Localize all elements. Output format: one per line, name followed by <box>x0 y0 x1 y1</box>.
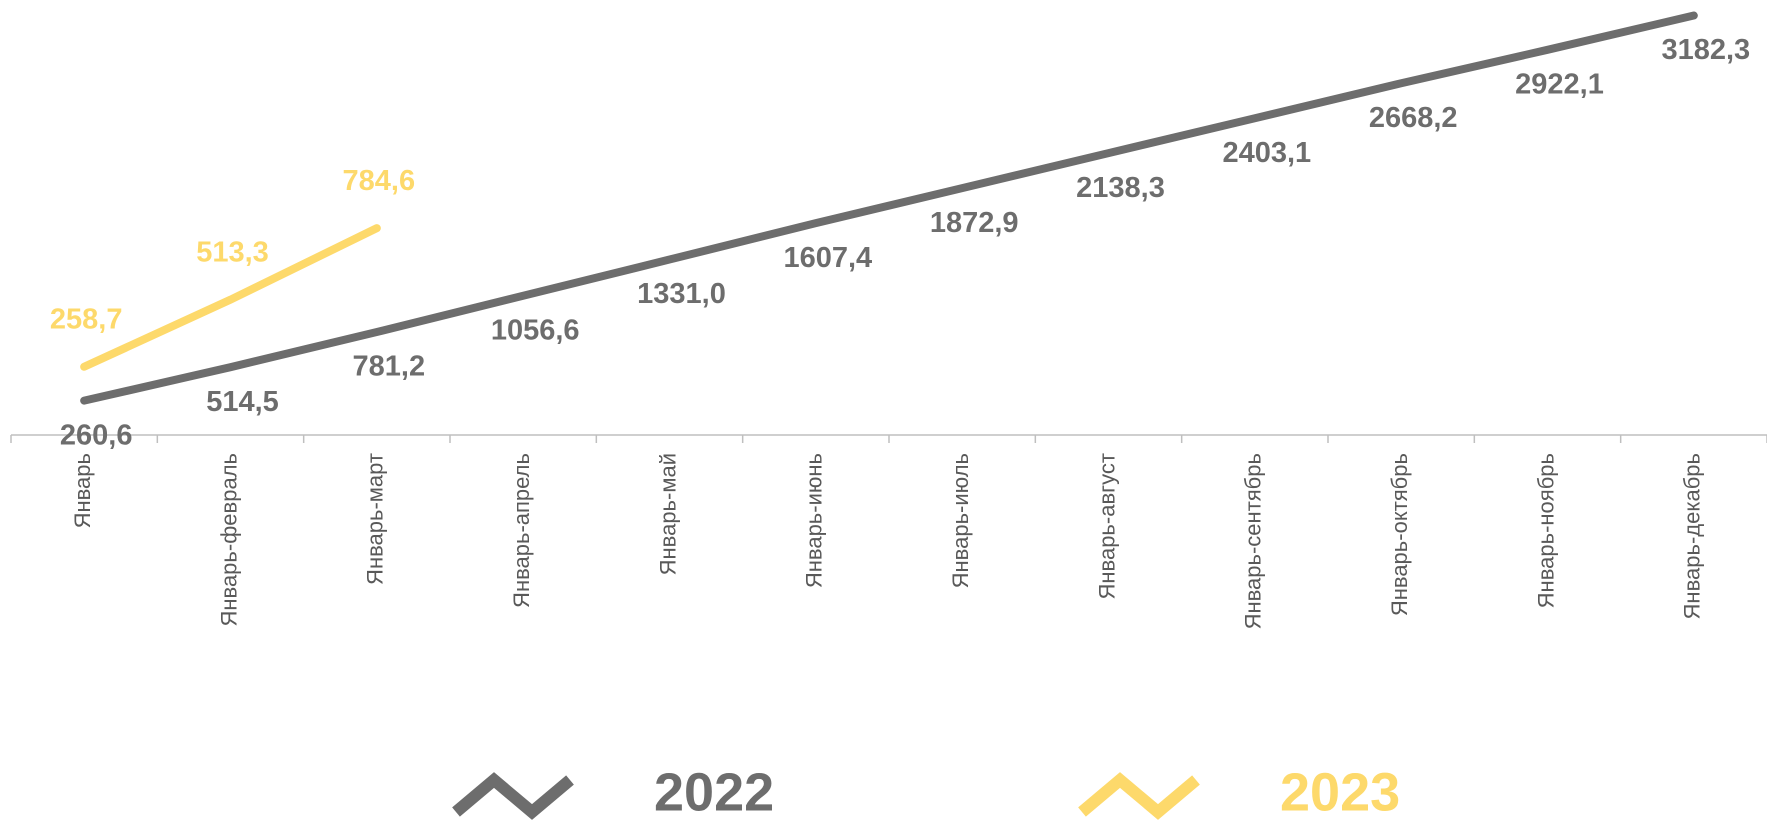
data-label: 1872,9 <box>930 207 1019 239</box>
data-label: 1331,0 <box>637 278 726 310</box>
data-label: 2922,1 <box>1515 68 1604 100</box>
data-label: 784,6 <box>343 165 416 197</box>
legend-label: 2022 <box>654 762 774 821</box>
x-tick-label: Январь-май <box>655 453 680 575</box>
data-label: 1056,6 <box>491 314 580 346</box>
data-label: 2138,3 <box>1076 172 1165 204</box>
data-label: 3182,3 <box>1661 34 1750 66</box>
data-label: 514,5 <box>206 386 279 418</box>
data-label: 258,7 <box>50 303 123 335</box>
series-line <box>80 224 381 371</box>
x-tick-label: Январь-март <box>363 453 388 585</box>
legend-icon <box>1078 772 1200 820</box>
x-tick-label: Январь-февраль <box>216 453 241 627</box>
data-label: 260,6 <box>60 419 133 451</box>
data-label: 1607,4 <box>783 242 872 274</box>
data-label: 2668,2 <box>1369 102 1458 134</box>
data-label: 781,2 <box>353 351 426 383</box>
legend-icon <box>452 772 574 820</box>
x-tick-label: Январь-июнь <box>802 453 827 588</box>
data-label: 513,3 <box>196 236 269 268</box>
x-tick-label: Январь-июль <box>948 453 973 588</box>
x-tick-label: Январь-октябрь <box>1387 453 1412 616</box>
x-tick-label: Январь-декабрь <box>1680 453 1705 619</box>
x-tick-label: Январь-апрель <box>509 453 534 608</box>
x-tick-label: Январь-сентябрь <box>1241 453 1266 629</box>
series-line <box>80 11 1698 405</box>
data-label: 2403,1 <box>1222 137 1311 169</box>
x-tick-label: Январь-август <box>1094 453 1119 600</box>
x-tick-label: Январь-ноябрь <box>1533 453 1558 608</box>
x-tick-label: Январь <box>70 453 95 528</box>
legend-label: 2023 <box>1280 762 1400 821</box>
